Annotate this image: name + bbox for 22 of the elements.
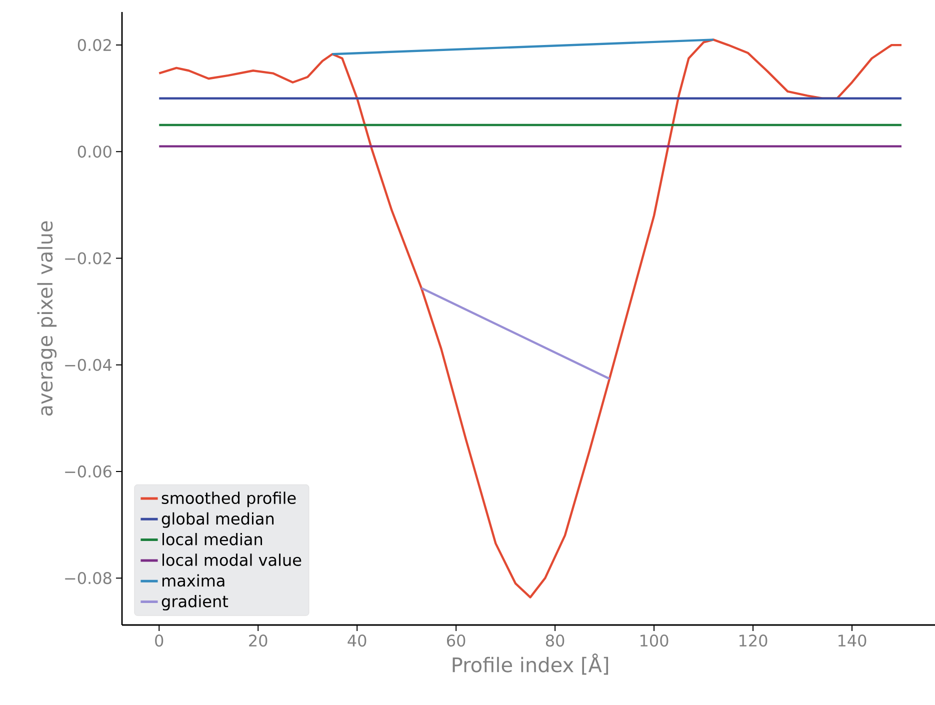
- x-tick-label: 40: [348, 634, 366, 647]
- y-tick-label: −0.06: [65, 465, 112, 478]
- legend-label: maxima: [162, 574, 224, 587]
- legend-label: local median: [162, 532, 262, 546]
- y-tick-label: −0.02: [65, 252, 111, 264]
- x-tick-label: 0: [155, 634, 164, 647]
- x-axis-title: Profile index [Å]: [452, 654, 608, 675]
- x-tick-label: 140: [838, 634, 866, 647]
- y-tick-label: 0.00: [78, 146, 112, 158]
- y-axis-title: average pixel value: [37, 221, 57, 416]
- legend-label: smoothed profile: [162, 492, 296, 508]
- legend-label: local modal value: [162, 554, 302, 566]
- legend-label: gradient: [162, 594, 228, 610]
- y-tick-label: −0.08: [65, 572, 112, 584]
- y-tick-label: −0.04: [65, 358, 112, 371]
- x-tick-label: 100: [640, 634, 668, 647]
- x-tick-label: 20: [249, 634, 268, 647]
- x-tick-label: 60: [447, 634, 466, 647]
- x-tick-label: 120: [740, 634, 768, 647]
- y-tick-label: 0.02: [78, 38, 111, 52]
- x-tick-label: 80: [546, 634, 564, 647]
- legend-label: global median: [162, 512, 274, 528]
